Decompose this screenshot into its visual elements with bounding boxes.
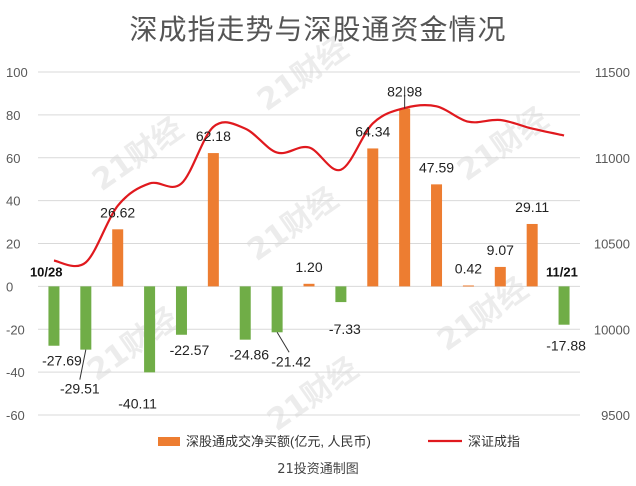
y-left-tick-label: 40	[6, 194, 20, 209]
data-label: 47.59	[419, 159, 454, 175]
bar	[462, 285, 474, 287]
bar	[271, 286, 283, 333]
y-left-tick-label: -60	[6, 408, 25, 423]
y-left-tick-label: -20	[6, 322, 25, 337]
bar	[558, 286, 570, 325]
data-label: 9.07	[487, 242, 514, 258]
bar	[48, 286, 60, 346]
leader-line	[79, 349, 87, 380]
data-label: 0.42	[455, 260, 482, 276]
bar	[112, 229, 124, 287]
bar	[144, 286, 156, 373]
data-label: -27.69	[42, 353, 82, 369]
y-left-tick-label: 60	[6, 151, 20, 166]
data-label: -22.57	[170, 342, 210, 358]
data-label: -7.33	[329, 321, 361, 337]
bar	[335, 286, 347, 303]
data-label: 1.20	[295, 259, 322, 275]
bar	[175, 286, 187, 335]
y-right-tick-label: 10000	[594, 322, 630, 337]
data-label: -40.11	[118, 395, 157, 411]
series-line	[53, 103, 565, 268]
bar	[239, 286, 251, 340]
data-label: -24.86	[229, 347, 269, 363]
y-right-tick-label: 9500	[601, 408, 630, 423]
bar	[303, 283, 315, 287]
bar	[367, 148, 379, 287]
bar	[207, 153, 219, 287]
leader-line	[276, 332, 290, 353]
legend-label-line: 深证成指	[468, 434, 520, 449]
y-left-tick-label: 0	[6, 279, 13, 294]
y-right-tick-label: 11000	[595, 151, 630, 166]
data-label: -21.42	[271, 353, 311, 369]
y-left-tick-label: 20	[6, 237, 20, 252]
y-left-tick-label: 80	[6, 108, 20, 123]
data-label: 64.34	[355, 123, 390, 139]
y-right-tick-label: 11500	[595, 65, 630, 80]
bar	[494, 266, 506, 287]
data-label: 29.11	[515, 199, 549, 215]
legend-swatch-bar	[158, 437, 180, 446]
date-label-last: 11/21	[546, 264, 578, 279]
bar	[431, 184, 443, 287]
data-label: 26.62	[100, 204, 135, 220]
bar	[399, 108, 411, 287]
bar	[80, 286, 92, 350]
data-label: -29.51	[60, 381, 100, 397]
bar	[526, 223, 538, 287]
y-left-tick-label: 100	[6, 65, 28, 80]
chart-title: 深成指走势与深股通资金情况	[129, 13, 507, 46]
chart-source: 21投资通制图	[277, 462, 359, 477]
data-label: 62.18	[196, 128, 231, 144]
y-right-tick-label: 10500	[594, 237, 630, 252]
date-label-first: 10/28	[30, 264, 63, 279]
data-label: -17.88	[546, 338, 586, 354]
legend-label-bar: 深股通成交净买额(亿元, 人民币)	[186, 434, 371, 449]
y-left-tick-label: -40	[6, 365, 25, 380]
